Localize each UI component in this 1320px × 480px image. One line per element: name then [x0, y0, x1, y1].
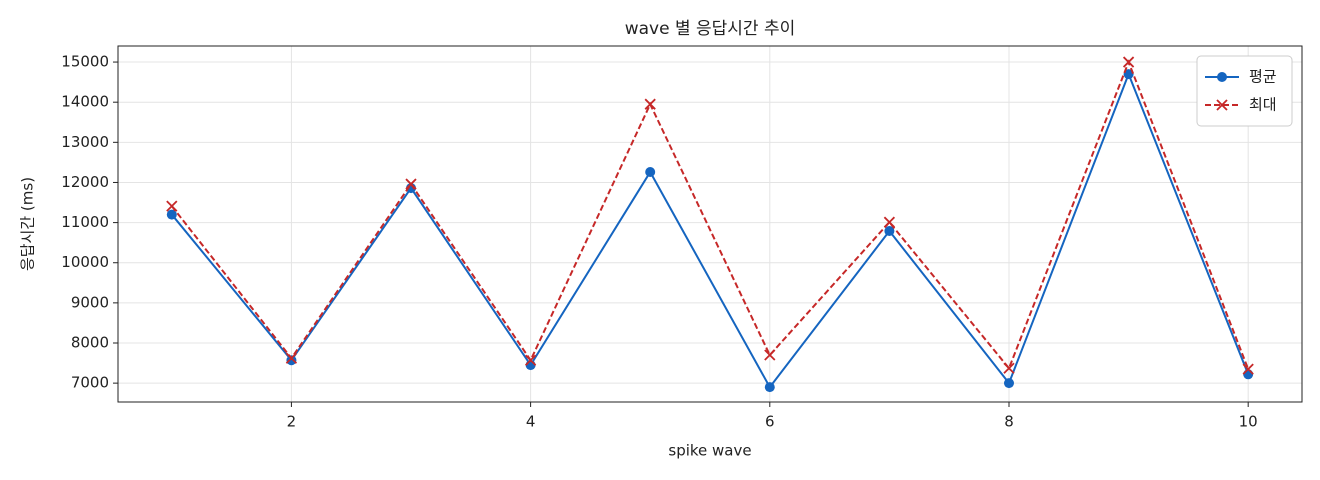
- y-tick-label: 14000: [61, 93, 109, 111]
- point: [285, 352, 298, 364]
- point: [286, 355, 297, 366]
- y-tick-label: 11000: [61, 213, 109, 231]
- point: [1243, 369, 1254, 380]
- point: [883, 216, 896, 228]
- series-line: [171, 71, 1250, 389]
- y-tick-label: 7000: [71, 374, 109, 392]
- x-tick-label: 8: [1004, 413, 1014, 431]
- point: [1123, 69, 1134, 80]
- point: [1003, 378, 1014, 389]
- x-tick-label: 10: [1239, 413, 1258, 431]
- y-tick-label: 13000: [61, 133, 109, 151]
- point: [764, 382, 775, 393]
- point: [1242, 363, 1254, 375]
- point: [764, 349, 776, 361]
- y-axis-label: 응답시간 (ms): [19, 177, 37, 271]
- series-line: [171, 59, 1250, 371]
- point: [645, 167, 656, 178]
- legend-label: 평균: [1249, 68, 1277, 86]
- y-tick-label: 15000: [61, 53, 109, 71]
- legend-box: [1196, 55, 1293, 127]
- legend-marker: [1217, 72, 1227, 82]
- y-tick-label: 9000: [71, 293, 109, 311]
- y-tick-label: 12000: [61, 173, 109, 191]
- y-tick-label: 10000: [61, 253, 109, 271]
- y-tick-label: 8000: [71, 334, 109, 352]
- point: [884, 226, 895, 237]
- x-tick-label: 4: [526, 413, 536, 431]
- x-tick-label: 2: [287, 413, 297, 431]
- x-axis-label: spike wave: [668, 442, 751, 460]
- point: [166, 209, 177, 220]
- point: [166, 200, 178, 212]
- point: [1122, 56, 1135, 68]
- point: [1003, 362, 1015, 374]
- point: [405, 178, 417, 190]
- plot-frame: [117, 45, 1303, 403]
- chart-title: wave 별 응답시간 추이: [625, 19, 796, 39]
- point: [524, 354, 537, 366]
- x-tick-label: 6: [765, 413, 775, 431]
- legend-marker: [1216, 99, 1228, 111]
- point: [644, 98, 656, 110]
- legend-label: 최대: [1249, 96, 1277, 114]
